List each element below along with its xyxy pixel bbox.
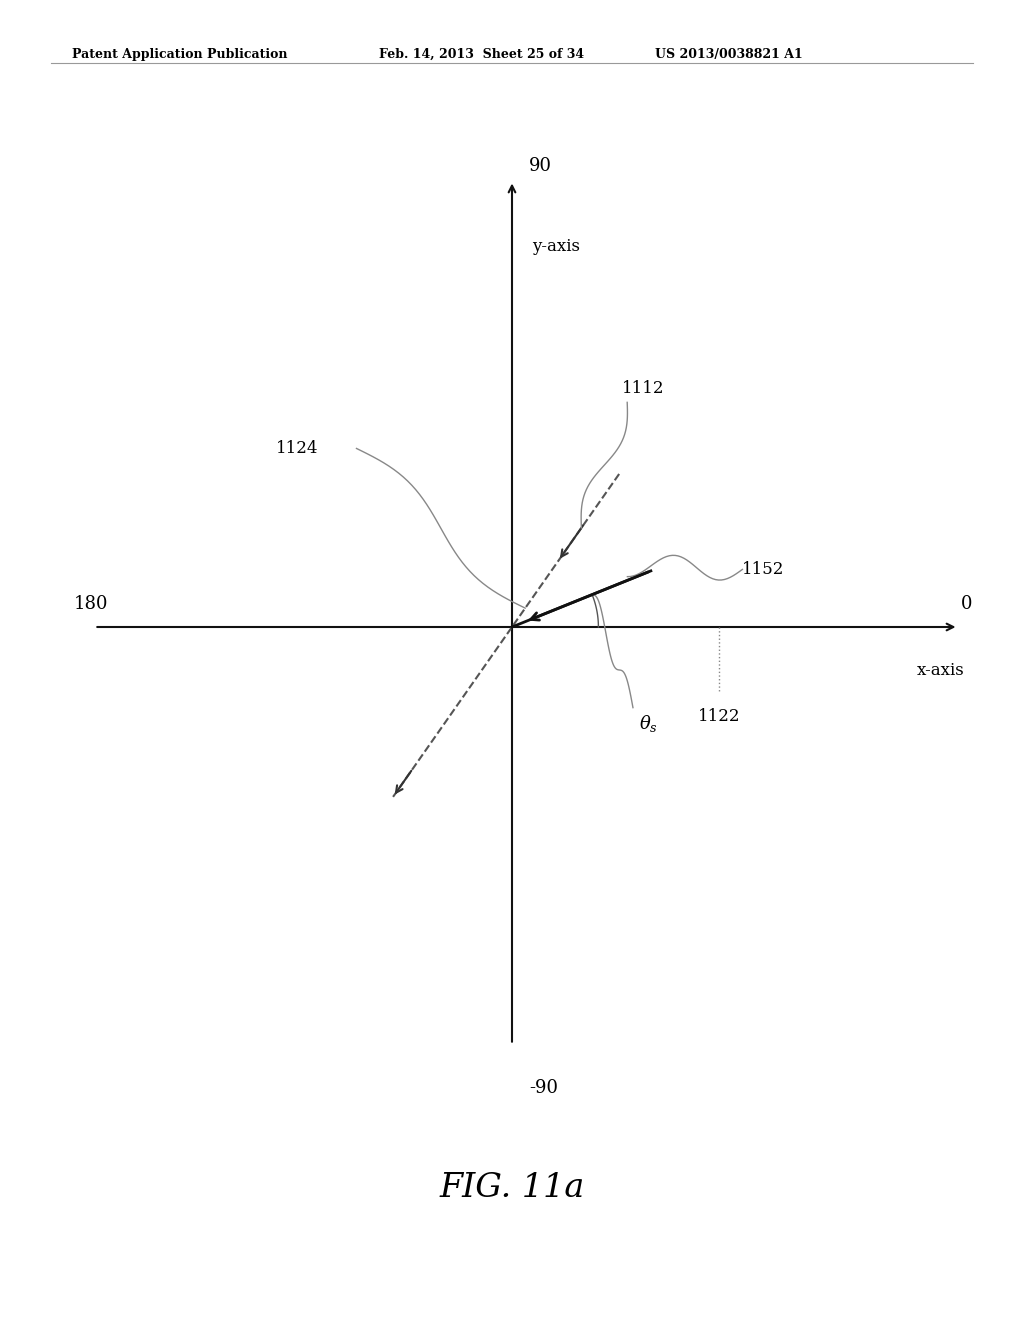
Text: x-axis: x-axis [916,661,965,678]
Text: 1124: 1124 [275,440,318,457]
Text: FIG. 11a: FIG. 11a [439,1172,585,1204]
Text: 1122: 1122 [698,708,740,725]
Text: US 2013/0038821 A1: US 2013/0038821 A1 [655,48,803,61]
Text: 90: 90 [529,157,552,174]
Text: 1112: 1112 [622,380,664,396]
Text: Patent Application Publication: Patent Application Publication [72,48,287,61]
Text: 0: 0 [962,594,973,612]
Text: y-axis: y-axis [532,238,581,255]
Text: 1152: 1152 [742,561,784,578]
Text: $\theta_s$: $\theta_s$ [639,713,657,734]
Text: Feb. 14, 2013  Sheet 25 of 34: Feb. 14, 2013 Sheet 25 of 34 [379,48,584,61]
Text: 180: 180 [75,594,109,612]
Text: -90: -90 [529,1080,558,1097]
